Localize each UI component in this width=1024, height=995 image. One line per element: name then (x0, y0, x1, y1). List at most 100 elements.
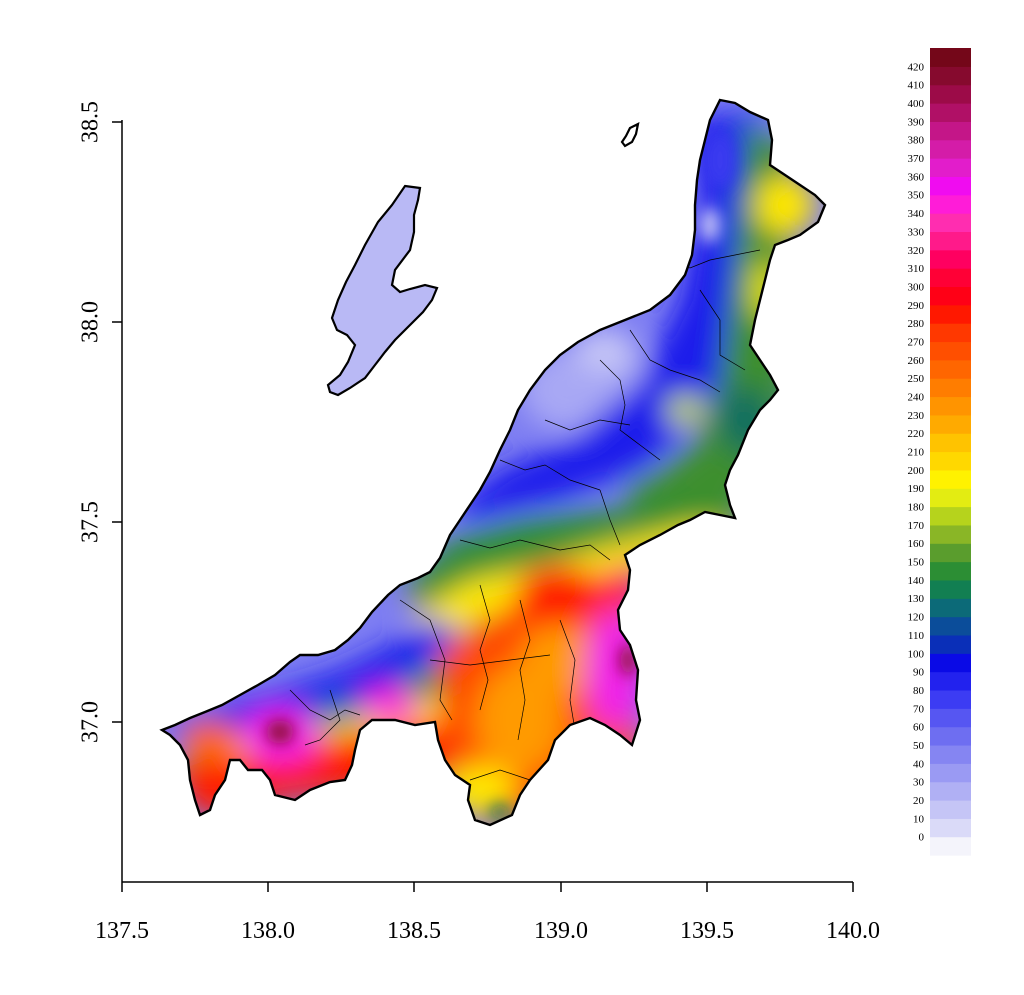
legend-level-label: 10 (913, 813, 925, 825)
legend-swatch (930, 634, 971, 654)
legend-swatch (930, 231, 971, 251)
legend-swatch (930, 708, 971, 728)
legend-swatch (930, 139, 971, 159)
legend-level-label: 30 (913, 777, 925, 789)
legend-swatch (930, 341, 971, 361)
legend-level-label: 300 (908, 281, 925, 293)
legend-swatch (930, 433, 971, 453)
sado-island (326, 184, 439, 397)
legend-level-label: 220 (908, 428, 925, 440)
legend-swatch (930, 194, 971, 214)
legend-level-label: 330 (908, 226, 925, 238)
legend-level-label: 240 (908, 391, 925, 403)
legend-level-label: 320 (908, 245, 925, 257)
legend-swatch (930, 213, 971, 233)
legend-level-label: 420 (908, 61, 925, 73)
legend-level-label: 340 (908, 208, 925, 220)
legend-swatch (930, 524, 971, 544)
legend-swatch (930, 451, 971, 471)
niigata-mainland-outline (159, 98, 827, 827)
legend-swatch (930, 158, 971, 177)
legend-level-label: 60 (913, 722, 925, 734)
legend-swatch (930, 488, 971, 508)
x-tick-label: 138.5 (387, 918, 441, 944)
y-tick-label: 38.0 (78, 301, 104, 343)
legend-swatch (930, 543, 971, 563)
legend-level-label: 40 (913, 758, 925, 770)
legend-level-label: 160 (908, 538, 925, 550)
legend-swatch (930, 414, 971, 434)
legend-swatch (930, 378, 971, 398)
legend-swatch (930, 249, 971, 269)
legend-swatch (930, 323, 971, 343)
legend-level-label: 140 (908, 575, 925, 587)
legend-level-label: 20 (913, 795, 925, 807)
x-tick-label: 138.0 (241, 918, 295, 944)
legend-level-label: 410 (908, 80, 925, 92)
legend-level-label: 260 (908, 355, 925, 367)
legend-swatch (930, 763, 971, 783)
legend-level-label: 80 (913, 685, 925, 697)
legend-swatch (930, 616, 971, 636)
legend-level-label: 100 (908, 648, 925, 660)
legend-level-label: 50 (913, 740, 925, 752)
legend-level-label: 110 (908, 630, 925, 642)
legend-level-label: 380 (908, 135, 925, 147)
legend-swatch (930, 744, 971, 764)
legend-level-label: 370 (908, 153, 925, 165)
legend-level-label: 180 (908, 502, 925, 514)
y-tick-label: 37.5 (78, 501, 104, 543)
legend-swatch (930, 579, 971, 599)
legend-swatch (930, 66, 971, 86)
x-tick-label: 139.0 (534, 918, 588, 944)
legend-swatch (930, 598, 971, 618)
legend-swatch (930, 359, 971, 379)
legend-level-label: 90 (913, 667, 925, 679)
legend-swatch (930, 103, 971, 122)
x-tick-label: 137.5 (95, 918, 149, 944)
legend-level-label: 190 (908, 483, 925, 495)
axes: 137.5 138.0 138.5 139.0 139.5 140.0 38.5 38.0 3… (78, 101, 881, 944)
legend-swatch (930, 561, 971, 581)
legend-swatch (930, 836, 971, 856)
legend-level-label: 390 (908, 116, 925, 128)
legend-level-label: 70 (913, 703, 925, 715)
legend-swatch (930, 268, 971, 288)
legend-level-label: 250 (908, 373, 925, 385)
y-tick-label: 38.5 (78, 101, 104, 143)
legend-swatch (930, 121, 971, 141)
legend-swatch (930, 781, 971, 801)
x-tick-label: 140.0 (826, 918, 880, 944)
mainland-field (162, 100, 825, 825)
awashima-island (620, 122, 640, 148)
legend-level-label: 130 (908, 593, 925, 605)
legend-level-label: 350 (908, 190, 925, 202)
legend-swatch (930, 653, 971, 673)
legend-swatch (930, 48, 971, 67)
legend-level-label: 170 (908, 520, 925, 532)
legend-level-label: 120 (908, 612, 925, 624)
legend-swatch (930, 818, 971, 838)
legend-swatch (930, 396, 971, 416)
legend-swatch (930, 286, 971, 306)
legend-swatch (930, 84, 971, 104)
legend-level-label: 270 (908, 336, 925, 348)
legend-swatch (930, 689, 971, 709)
color-legend: 0 10 20 30 40 50 60 70 80 90 100 110 120 130 140 150 160… (908, 48, 971, 856)
legend-swatch (930, 671, 971, 691)
legend-level-label: 280 (908, 318, 925, 330)
y-tick-label: 37.0 (78, 701, 104, 743)
legend-level-label: 310 (908, 263, 925, 275)
legend-level-label: 230 (908, 410, 925, 422)
legend-level-label: 400 (908, 98, 925, 110)
legend-swatch (930, 726, 971, 746)
legend-swatch (930, 506, 971, 526)
legend-level-label: 150 (908, 557, 925, 569)
legend-level-label: 290 (908, 300, 925, 312)
legend-swatch (930, 799, 971, 819)
legend-level-label: 0 (919, 832, 925, 844)
legend-level-label: 360 (908, 171, 925, 183)
legend-level-label: 210 (908, 447, 925, 459)
legend-swatch (930, 304, 971, 324)
